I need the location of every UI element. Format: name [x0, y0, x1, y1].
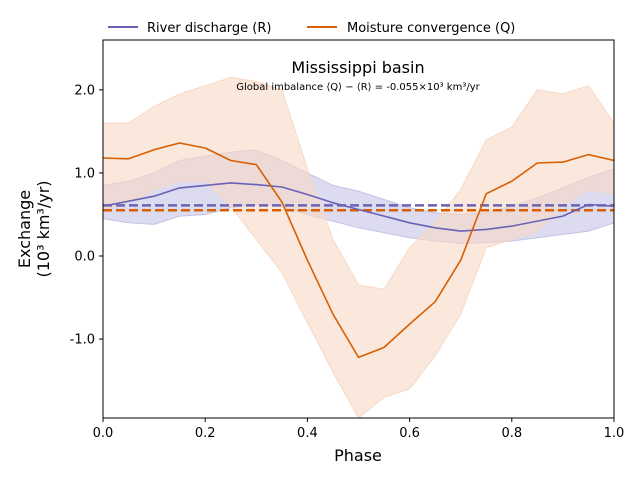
river-line — [103, 182, 614, 232]
moisture-uncertainty-band — [103, 76, 614, 418]
series-lines — [103, 142, 614, 359]
y-tick-label: 2.0 — [74, 83, 95, 98]
x-axis-ticks: 0.0 0.2 0.4 0.6 0.8 1.0 — [93, 418, 625, 441]
legend-label-river: River discharge (R) — [147, 21, 271, 36]
plot-frame — [102, 39, 615, 419]
y-axis-ticks: -1.0 0.0 1.0 2.0 — [70, 83, 103, 348]
x-tick-label: 0.8 — [501, 426, 522, 441]
y-tick-label: 0.0 — [74, 250, 95, 265]
y-tick-label: 1.0 — [74, 166, 95, 181]
y-axis-label-line1: Exchange — [15, 190, 34, 268]
chart-title: Mississippi basin — [291, 58, 424, 77]
x-tick-label: 0.6 — [399, 426, 420, 441]
legend-label-moisture: Moisture convergence (Q) — [347, 21, 515, 36]
moisture-line — [103, 142, 614, 359]
x-axis-label: Phase — [334, 446, 382, 465]
chart-subtitle: Global imbalance ⟨Q⟩ − ⟨R⟩ = -0.055×10³ … — [236, 82, 480, 93]
legend: River discharge (R) Moisture convergence… — [108, 21, 515, 36]
x-tick-label: 0.0 — [93, 426, 114, 441]
x-tick-label: 0.2 — [195, 426, 216, 441]
confidence-bands — [103, 76, 614, 418]
x-tick-label: 0.4 — [297, 426, 318, 441]
y-axis-label-line2: (10³ km³/yr) — [34, 180, 53, 277]
y-axis-label: Exchange (10³ km³/yr) — [15, 180, 53, 277]
x-tick-label: 1.0 — [604, 426, 625, 441]
y-tick-label: -1.0 — [70, 333, 95, 348]
